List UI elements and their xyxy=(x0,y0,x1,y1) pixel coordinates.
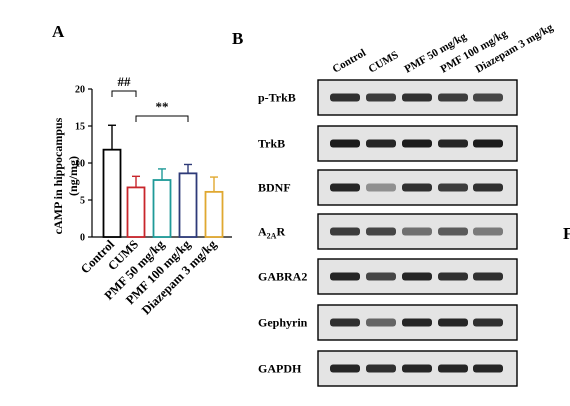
blot-band xyxy=(473,272,503,281)
bar-cums xyxy=(126,186,146,238)
blot-band xyxy=(330,272,360,281)
y-tick-label: 20 xyxy=(75,85,85,96)
error-bars xyxy=(108,124,218,192)
y-tick-label: 5 xyxy=(80,196,85,207)
blot-band xyxy=(473,93,503,102)
blot-row-label-subscript: 2A xyxy=(267,232,277,241)
bar-pmf-50-mg-kg xyxy=(152,179,172,238)
significance-markers: ## ** xyxy=(111,74,189,122)
bar-control xyxy=(102,148,122,238)
blot-band xyxy=(473,364,503,373)
significance-bracket xyxy=(111,90,137,97)
blot-band xyxy=(366,183,396,192)
blot-band xyxy=(330,139,360,148)
blot-row: A2AR xyxy=(258,213,518,250)
blot-row: Gephyrin xyxy=(258,304,518,341)
bar-diazepam-3-mg-kg xyxy=(204,190,224,238)
blot-rows: p-TrkB TrkB BDNF A2AR GABRA2 Gephyrin GAPDH xyxy=(258,79,518,387)
bar-pmf-100-mg-kg xyxy=(178,172,198,238)
blot-band xyxy=(438,272,468,281)
blot-band xyxy=(438,139,468,148)
blot-band xyxy=(366,139,396,148)
blot-row-label: BDNF xyxy=(258,181,291,195)
blot-band xyxy=(438,364,468,373)
blot-band xyxy=(473,183,503,192)
blot-band xyxy=(402,364,432,373)
bars xyxy=(102,148,224,238)
blot-band xyxy=(402,93,432,102)
blot-row: GAPDH xyxy=(258,350,518,387)
y-axis-label-line1: cAMP in hippocampus xyxy=(51,117,65,234)
blot-band xyxy=(330,183,360,192)
y-tick-label: 15 xyxy=(75,122,85,133)
blot-band xyxy=(330,318,360,327)
blot-band xyxy=(330,364,360,373)
blot-band xyxy=(366,318,396,327)
blot-band xyxy=(473,227,503,236)
y-ticks: 0 5 10 15 20 xyxy=(75,85,92,244)
blot-column-label: CUMS xyxy=(367,49,401,76)
y-tick-label: 0 xyxy=(80,233,85,244)
blot-band xyxy=(366,364,396,373)
blot-row-label: TrkB xyxy=(258,137,285,151)
blot-band xyxy=(438,183,468,192)
camp-bar-chart: cAMP in hippocampus (ng/mg) 0 5 10 15 20 Con… xyxy=(51,74,232,317)
blot-row-label-main: A xyxy=(258,225,267,239)
blot-row-label: p-TrkB xyxy=(258,91,296,105)
blot-band xyxy=(402,183,432,192)
y-tick-label: 10 xyxy=(75,159,85,170)
blot-band xyxy=(366,227,396,236)
blot-band xyxy=(438,93,468,102)
blot-row: GABRA2 xyxy=(258,258,518,295)
blot-row-label: A2AR xyxy=(258,225,285,241)
panel-a-letter: A xyxy=(52,22,65,41)
panel-next-letter-partial: F xyxy=(563,224,570,243)
blot-row: TrkB xyxy=(258,125,518,162)
y-axis-label-line2: (ng/mg) xyxy=(66,156,80,196)
panel-b-letter: B xyxy=(232,29,243,48)
blot-row-label-end: R xyxy=(276,225,285,239)
blot-band xyxy=(402,272,432,281)
blot-band xyxy=(438,318,468,327)
blot-row-label: GABRA2 xyxy=(258,270,307,284)
blot-row-label: Gephyrin xyxy=(258,316,308,330)
significance-label: ** xyxy=(156,99,169,114)
blot-band xyxy=(473,139,503,148)
blot-band xyxy=(402,318,432,327)
blot-band xyxy=(366,93,396,102)
significance-bracket xyxy=(135,115,189,122)
blot-band xyxy=(438,227,468,236)
blot-band xyxy=(402,139,432,148)
blot-band xyxy=(473,318,503,327)
blot-row: BDNF xyxy=(258,169,518,206)
blot-row: p-TrkB xyxy=(258,79,518,116)
blot-column-label: Control xyxy=(331,47,369,76)
blot-row-label: GAPDH xyxy=(258,362,302,376)
blot-band xyxy=(330,227,360,236)
blot-band xyxy=(330,93,360,102)
blot-band xyxy=(402,227,432,236)
significance-label: ## xyxy=(118,74,132,89)
blot-band xyxy=(366,272,396,281)
